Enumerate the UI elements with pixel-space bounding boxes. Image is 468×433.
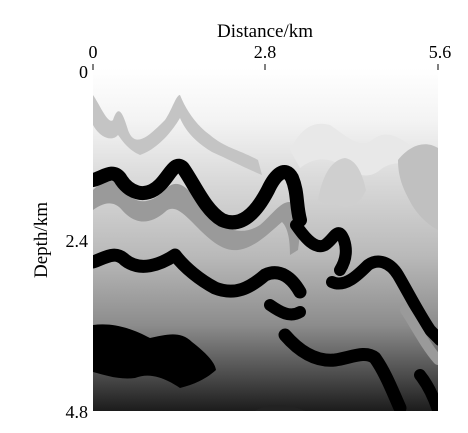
horizon-3-right xyxy=(414,369,438,411)
x-axis-title: Distance/km xyxy=(217,21,313,42)
x-tick-label-5.6: 5.6 xyxy=(429,42,452,62)
horizon-right-grey xyxy=(400,305,438,365)
y-tick-label-2.4: 2.4 xyxy=(66,231,89,251)
horizon-right-a xyxy=(290,219,352,276)
horizon-2-fault xyxy=(264,299,306,321)
x-tick-label-2.8: 2.8 xyxy=(254,42,277,62)
layer-mid-grey xyxy=(93,181,300,255)
plot-area xyxy=(93,68,438,411)
layer-shallow-light xyxy=(93,95,262,175)
y-tick-label-4.8: 4.8 xyxy=(66,402,89,422)
deep-black-body xyxy=(93,324,216,388)
layer-right-edge xyxy=(398,144,438,230)
horizon-3 xyxy=(278,328,407,411)
horizon-1 xyxy=(93,158,307,230)
horizon-2 xyxy=(93,248,307,299)
horizon-right-b xyxy=(326,255,438,346)
layer-right-grey xyxy=(318,158,366,207)
y-axis-title: Depth/km xyxy=(31,202,52,278)
base-dark xyxy=(255,404,305,411)
x-tick-label-0: 0 xyxy=(89,42,98,62)
layer-right-faint xyxy=(290,123,420,176)
y-tick-label-0: 0 xyxy=(79,62,88,82)
